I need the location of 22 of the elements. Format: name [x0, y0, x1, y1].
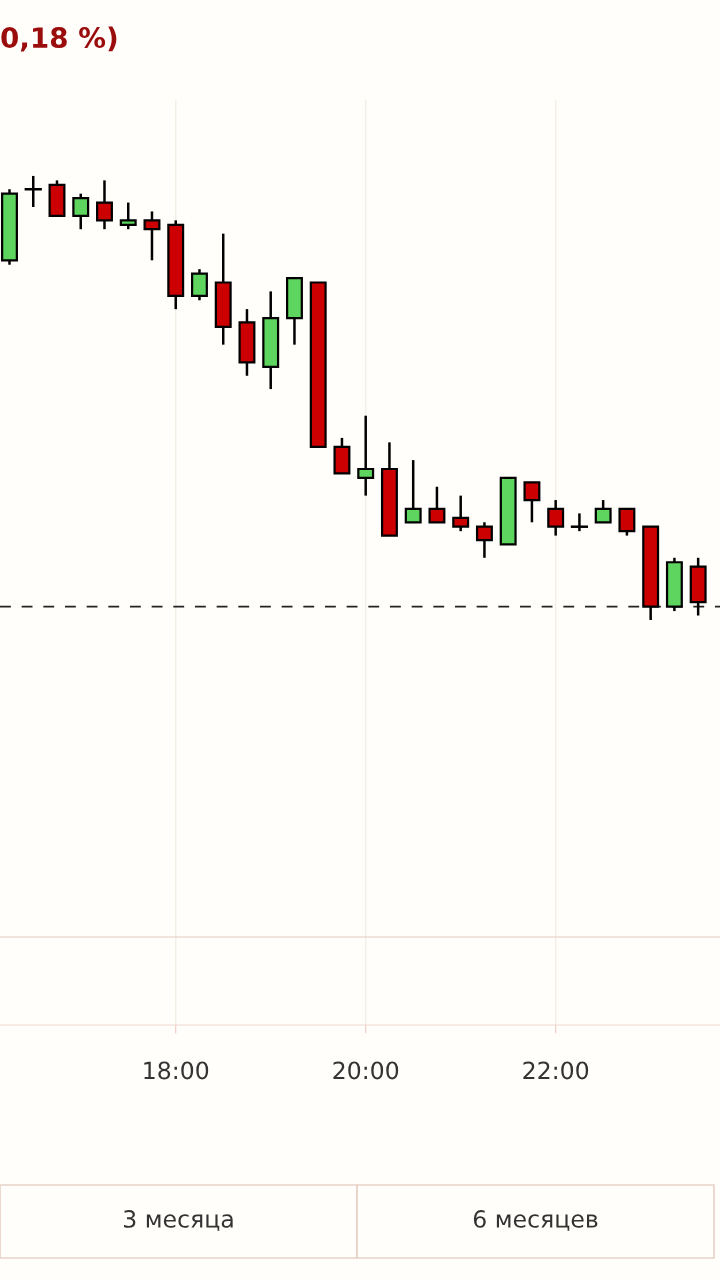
- candlestick: [428, 485, 446, 524]
- candlestick: [523, 481, 541, 524]
- x-tick-label: 20:00: [333, 1061, 399, 1080]
- candlestick: [24, 174, 42, 209]
- chart-title: 0,18 %): [1, 26, 117, 52]
- text: 6 месяцев: [473, 1209, 598, 1231]
- candlestick: [357, 414, 375, 497]
- candlestick: [594, 498, 612, 524]
- candlestick: [143, 210, 161, 262]
- candlestick: [404, 458, 422, 524]
- text: 3 месяца: [124, 1209, 233, 1231]
- candlestick: [191, 267, 208, 302]
- x-tick-label: 22:00: [523, 1061, 589, 1080]
- candlestick: [618, 507, 636, 537]
- candlestick: [547, 498, 565, 537]
- candlestick: [570, 512, 589, 533]
- x-tick-label: 18:00: [144, 1061, 209, 1080]
- candlestick: [72, 192, 90, 231]
- candlestick: [119, 201, 137, 231]
- candlestick: [452, 494, 470, 533]
- candlestick: [475, 521, 493, 560]
- candlestick: [96, 179, 113, 231]
